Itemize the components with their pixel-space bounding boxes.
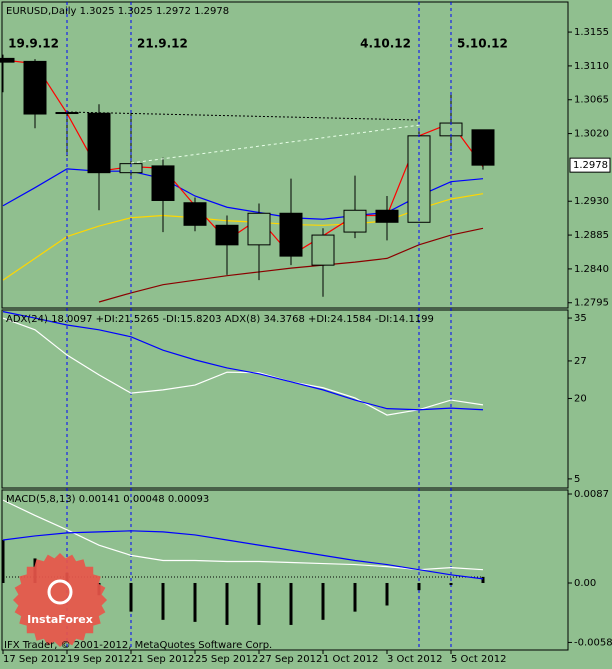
histogram-bar <box>1 540 5 583</box>
indicator-line <box>2 168 484 220</box>
y-tick-label: 1.2840 <box>574 264 609 275</box>
x-tick-label: 5 Oct 2012 <box>451 654 506 665</box>
y-tick-label: 1.2795 <box>574 298 609 309</box>
candle-body <box>471 129 495 166</box>
y-tick-label: 0.0087 <box>574 489 609 500</box>
last-price-box <box>569 157 611 173</box>
histogram-bar <box>417 582 421 591</box>
annotation-label: 19.9.12 <box>8 37 59 51</box>
histogram-bar <box>321 582 325 620</box>
candle-body <box>87 112 111 174</box>
panel-title: ADX(24) 18.0097 +DI:21.5265 -DI:15.8203 … <box>6 314 434 325</box>
histogram-bar <box>289 582 293 625</box>
histogram-bar <box>193 582 197 622</box>
logo-badge <box>13 553 107 647</box>
trendline <box>66 111 420 121</box>
y-tick-label: 1.2930 <box>574 196 609 207</box>
histogram-bar <box>449 582 453 586</box>
candle-body <box>343 209 367 233</box>
indicator-line <box>2 499 484 571</box>
histogram-bar <box>481 576 485 583</box>
histogram-bar <box>353 582 357 612</box>
last-price-label: 1.2978 <box>573 160 608 171</box>
candle-body <box>247 212 271 246</box>
x-tick-label: 3 Oct 2012 <box>387 654 442 665</box>
indicator-line <box>2 59 484 257</box>
candle-body <box>311 234 335 266</box>
histogram-bar <box>385 582 389 606</box>
histogram-bar <box>257 582 261 625</box>
logo-ring <box>47 579 73 605</box>
y-tick-label: 1.3020 <box>574 129 609 140</box>
indicator-line <box>2 311 484 411</box>
histogram-bar <box>129 582 133 612</box>
indicator-line <box>2 193 484 281</box>
y-tick-label: 1.3065 <box>574 95 609 106</box>
y-tick-label: 1.3110 <box>574 61 609 72</box>
y-tick-label: 27 <box>574 356 587 367</box>
y-tick-label: -0.00581 <box>574 637 612 648</box>
candle-body <box>279 212 303 257</box>
logo-text: InstaForex <box>27 613 93 626</box>
panel-frame <box>1 309 569 489</box>
marks: InstaForex <box>0 2 611 654</box>
x-tick-label: 21 Sep 2012 <box>131 654 194 665</box>
panel-title: EURUSD,Daily 1.3025 1.3025 1.2972 1.2978 <box>6 6 229 17</box>
histogram-bar <box>161 582 165 620</box>
y-tick-label: 20 <box>574 393 587 404</box>
histogram-bar <box>225 582 229 625</box>
indicator-line <box>2 317 484 416</box>
y-tick-label: 5 <box>574 474 580 485</box>
texts: 1.3155 1.3110 1.3065 1.3020 1.2930 1.2885 1.28… <box>3 6 612 665</box>
annotation-label: 5.10.12 <box>457 37 508 51</box>
y-tick-label: 1.2885 <box>574 230 609 241</box>
y-tick-label: 0.00 <box>574 578 596 589</box>
indicator-line <box>2 530 484 580</box>
annotation-label: 21.9.12 <box>137 37 188 51</box>
y-tick-label: 1.3155 <box>574 27 609 38</box>
candle-body <box>0 57 15 63</box>
panel-frame <box>1 1 569 309</box>
x-tick-label: 17 Sep 2012 <box>3 654 66 665</box>
candle-body <box>151 165 175 201</box>
candle-body <box>215 224 239 246</box>
x-tick-label: 1 Oct 2012 <box>323 654 378 665</box>
candle-body <box>375 209 399 223</box>
annotation-label: 4.10.12 <box>360 37 411 51</box>
x-tick-label: 19 Sep 2012 <box>67 654 130 665</box>
x-tick-label: 27 Sep 2012 <box>259 654 322 665</box>
x-tick-label: 25 Sep 2012 <box>195 654 258 665</box>
panel-title: MACD(5,8,13) 0.00141 0.00048 0.00093 <box>6 494 209 505</box>
trendline <box>130 124 421 164</box>
y-tick-label: 35 <box>574 313 587 324</box>
candle-body <box>23 60 47 115</box>
candle-body <box>183 202 207 226</box>
copyright: IFX Trader, © 2001-2012, MetaQuotes Soft… <box>4 640 272 651</box>
logo: InstaForex <box>13 553 107 647</box>
